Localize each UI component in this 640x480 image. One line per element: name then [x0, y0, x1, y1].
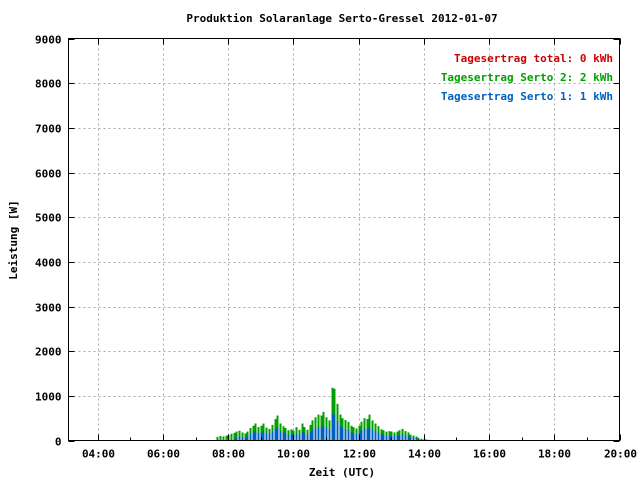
x-tick-label: 12:00 — [343, 448, 376, 461]
y-tick-label: 0 — [55, 436, 62, 449]
x-tick-label: 14:00 — [408, 448, 441, 461]
y-tick-label: 7000 — [35, 123, 62, 136]
y-tick-labels: 0 1000 2000 3000 4000 5000 6000 7000 8000 9000 — [35, 34, 62, 449]
chart-title: Produktion Solaranlage Serto-Gressel 201… — [186, 12, 497, 25]
x-tick-labels: 04:00 06:00 08:00 10:00 12:00 14:00 16:00 18:00… — [82, 448, 637, 461]
y-tick-label: 4000 — [35, 257, 62, 270]
grid — [68, 38, 620, 441]
x-tick-label: 16:00 — [473, 448, 506, 461]
y-tick-label: 6000 — [35, 168, 62, 181]
y-tick-label: 1000 — [35, 391, 62, 404]
x-tick-label: 18:00 — [538, 448, 571, 461]
y-tick-label: 2000 — [35, 346, 62, 359]
x-axis-label: Zeit (UTC) — [309, 466, 375, 479]
y-tick-label: 3000 — [35, 302, 62, 315]
x-tick-label: 10:00 — [277, 448, 310, 461]
legend: Tagesertrag total: 0 kWh Tagesertrag Sert… — [441, 52, 613, 103]
y-tick-label: 9000 — [35, 34, 62, 47]
legend-entry: Tagesertrag Serto 2: 2 kWh — [441, 71, 613, 84]
legend-entry: Tagesertrag Serto 1: 1 kWh — [441, 90, 613, 103]
x-tick-label: 08:00 — [212, 448, 245, 461]
y-tick-label: 5000 — [35, 212, 62, 225]
plot-frame — [68, 38, 620, 441]
y-axis-label: Leistung [W] — [7, 200, 20, 279]
x-tick-label: 06:00 — [147, 448, 180, 461]
legend-entry: Tagesertrag total: 0 kWh — [454, 52, 613, 65]
ticks — [68, 38, 621, 442]
x-tick-label: 20:00 — [604, 448, 637, 461]
y-tick-label: 8000 — [35, 78, 62, 91]
x-tick-label: 04:00 — [82, 448, 115, 461]
